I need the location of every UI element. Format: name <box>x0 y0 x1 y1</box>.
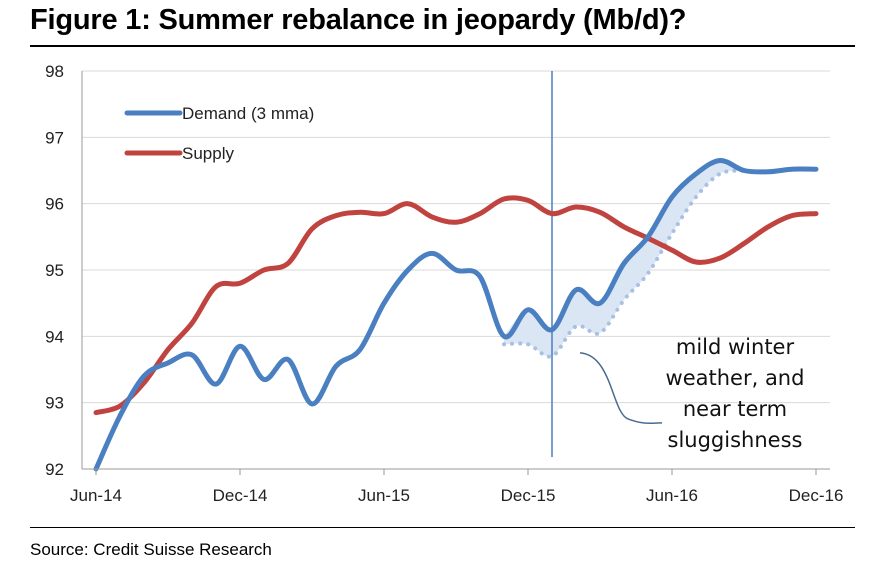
legend: Demand (3 mma) Supply <box>124 104 314 163</box>
axes: 92 93 94 95 96 97 98 Jun-14 Dec-14 Jun-15 Dec-15 Ju… <box>45 62 843 505</box>
shaded-gap-area <box>502 160 746 359</box>
line-chart: 92 93 94 95 96 97 98 Jun-14 Dec-14 Jun-15 Dec-15 Ju… <box>45 62 843 505</box>
x-tick-label-Jun-14: Jun-14 <box>70 486 122 505</box>
gridlines <box>82 70 830 404</box>
supply-line <box>93 195 819 416</box>
x-tick-label-Dec-15: Dec-15 <box>501 486 556 505</box>
x-tick-label-Jun-16: Jun-16 <box>646 486 698 505</box>
demand-shortfall-shading <box>504 160 744 357</box>
annotation-line-2: weather, and <box>666 366 805 390</box>
y-tick-label-93: 93 <box>45 394 64 413</box>
x-tick-label-Jun-15: Jun-15 <box>358 486 410 505</box>
y-tick-label-98: 98 <box>45 62 64 81</box>
annotation-line-3: near term <box>683 397 787 421</box>
source-note: Source: Credit Suisse Research <box>30 540 272 559</box>
annotation-leader-line <box>579 352 663 424</box>
footer-rule <box>30 527 855 528</box>
x-tick-label-Dec-14: Dec-14 <box>213 486 268 505</box>
demand-line <box>93 158 819 472</box>
y-tick-label-94: 94 <box>45 327 64 346</box>
series-lines <box>93 71 819 472</box>
legend-label-supply: Supply <box>182 144 234 163</box>
figure-title: Figure 1: Summer rebalance in jeopardy (… <box>30 4 687 36</box>
y-tick-label-95: 95 <box>45 261 64 280</box>
annotation: mild winter weather, and near term sluggish… <box>579 335 805 452</box>
title-underline <box>30 45 855 47</box>
x-tick-label-Dec-16: Dec-16 <box>789 486 844 505</box>
annotation-line-1: mild winter <box>676 335 795 359</box>
y-tick-label-92: 92 <box>45 460 64 479</box>
y-tick-label-96: 96 <box>45 195 64 214</box>
legend-label-demand: Demand (3 mma) <box>182 104 314 123</box>
y-tick-label-97: 97 <box>45 128 64 147</box>
annotation-line-4: sluggishness <box>668 428 803 452</box>
